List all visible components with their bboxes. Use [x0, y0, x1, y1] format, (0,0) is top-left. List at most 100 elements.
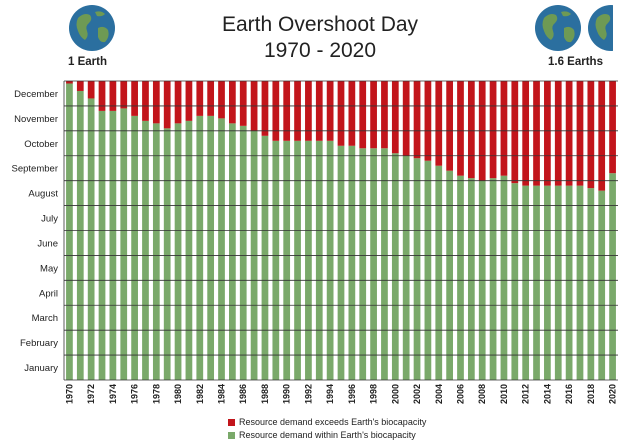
one-point-six-earths-label: 1.6 Earths	[548, 56, 603, 68]
legend-item-exceeds: Resource demand exceeds Earth's biocapac…	[228, 416, 426, 429]
bar-within-biocapacity	[174, 123, 182, 380]
x-tick-label: 1996	[347, 384, 357, 404]
title-line-2: 1970 - 2020	[263, 39, 377, 62]
bar-exceeds-biocapacity	[76, 81, 84, 91]
bar-within-biocapacity	[120, 108, 128, 381]
bar-within-biocapacity	[554, 185, 562, 380]
legend-swatch-green	[228, 432, 235, 439]
bar-within-biocapacity	[98, 110, 106, 381]
bar-exceeds-biocapacity	[87, 81, 95, 99]
bar-exceeds-biocapacity	[413, 81, 421, 159]
bar-within-biocapacity	[76, 90, 84, 380]
bar-within-biocapacity	[305, 140, 312, 380]
y-tick-label: June	[37, 238, 58, 249]
y-tick-label: November	[14, 114, 58, 125]
bar-within-biocapacity	[348, 145, 356, 380]
bar-within-biocapacity	[261, 135, 269, 380]
bar-within-biocapacity	[565, 185, 573, 380]
bar-exceeds-biocapacity	[326, 81, 334, 141]
bar-within-biocapacity	[500, 175, 508, 380]
x-tick-label: 1988	[260, 384, 270, 404]
bar-exceeds-biocapacity	[500, 81, 508, 176]
x-tick-label: 1984	[217, 384, 227, 404]
y-tick-label: February	[20, 338, 58, 349]
y-tick-label: May	[40, 263, 58, 274]
bar-within-biocapacity	[467, 178, 475, 380]
bar-exceeds-biocapacity	[196, 81, 204, 116]
legend-item-within: Resource demand within Earth's biocapaci…	[228, 429, 426, 442]
legend-swatch-red	[228, 419, 235, 426]
bar-within-biocapacity	[131, 115, 138, 380]
earth-globe-icon	[69, 5, 115, 51]
bar-exceeds-biocapacity	[218, 81, 225, 119]
x-tick-label: 1986	[238, 384, 248, 404]
bar-exceeds-biocapacity	[359, 81, 367, 149]
bar-exceeds-biocapacity	[305, 81, 312, 141]
x-tick-label: 1970	[64, 384, 74, 404]
bar-exceeds-biocapacity	[315, 81, 323, 141]
bar-within-biocapacity	[163, 128, 171, 380]
bar-within-biocapacity	[337, 145, 345, 380]
bar-within-biocapacity	[533, 185, 540, 380]
bar-exceeds-biocapacity	[348, 81, 356, 146]
bar-within-biocapacity	[218, 118, 225, 380]
bar-within-biocapacity	[229, 123, 236, 380]
bar-within-biocapacity	[609, 173, 616, 380]
bar-within-biocapacity	[587, 188, 595, 380]
x-tick-label: 2006	[455, 384, 465, 404]
y-tick-label: August	[28, 189, 58, 200]
bar-exceeds-biocapacity	[446, 81, 453, 171]
partial-globe	[587, 4, 613, 52]
chart-legend: Resource demand exceeds Earth's biocapac…	[228, 416, 426, 442]
bar-exceeds-biocapacity	[598, 81, 606, 191]
x-tick-label: 2002	[412, 384, 422, 404]
bar-within-biocapacity	[446, 170, 453, 380]
bar-within-biocapacity	[315, 140, 323, 380]
bar-within-biocapacity	[402, 155, 410, 380]
x-tick-label: 1980	[173, 384, 183, 404]
bar-within-biocapacity	[66, 83, 73, 380]
x-tick-label: 2004	[434, 384, 444, 404]
bar-exceeds-biocapacity	[609, 81, 616, 174]
bar-exceeds-biocapacity	[131, 81, 138, 116]
x-tick-label: 1990	[282, 384, 292, 404]
y-tick-label: September	[12, 164, 58, 175]
bar-within-biocapacity	[109, 110, 117, 381]
x-tick-label: 1978	[151, 384, 161, 404]
bar-exceeds-biocapacity	[283, 81, 291, 141]
bar-exceeds-biocapacity	[489, 81, 497, 179]
bar-within-biocapacity	[207, 115, 215, 380]
bar-exceeds-biocapacity	[467, 81, 475, 179]
bar-exceeds-biocapacity	[66, 81, 73, 84]
bar-within-biocapacity	[359, 148, 367, 380]
bar-within-biocapacity	[413, 158, 421, 380]
x-tick-label: 1998	[369, 384, 379, 404]
bar-exceeds-biocapacity	[142, 81, 149, 121]
x-tick-label: 2010	[499, 384, 509, 404]
x-tick-label: 1982	[195, 384, 205, 404]
bar-within-biocapacity	[239, 125, 247, 380]
y-tick-label: July	[41, 214, 58, 225]
y-tick-label: March	[32, 313, 58, 324]
bar-within-biocapacity	[196, 115, 204, 380]
bar-exceeds-biocapacity	[565, 81, 573, 186]
x-tick-label: 1972	[86, 384, 96, 404]
bar-within-biocapacity	[435, 165, 443, 380]
earth-globe-icon	[535, 5, 581, 51]
bar-within-biocapacity	[576, 185, 584, 380]
bar-exceeds-biocapacity	[554, 81, 562, 186]
bar-within-biocapacity	[511, 183, 519, 380]
bar-exceeds-biocapacity	[174, 81, 182, 124]
bar-exceeds-biocapacity	[533, 81, 540, 186]
x-tick-label: 2012	[521, 384, 531, 404]
bar-within-biocapacity	[370, 148, 377, 380]
bar-within-biocapacity	[152, 123, 160, 380]
bar-exceeds-biocapacity	[163, 81, 171, 129]
bar-exceeds-biocapacity	[185, 81, 193, 121]
bar-exceeds-biocapacity	[370, 81, 377, 149]
y-tick-label: December	[14, 89, 58, 100]
bar-exceeds-biocapacity	[152, 81, 160, 124]
bar-exceeds-biocapacity	[239, 81, 247, 126]
bar-within-biocapacity	[391, 153, 399, 380]
bar-exceeds-biocapacity	[576, 81, 584, 186]
